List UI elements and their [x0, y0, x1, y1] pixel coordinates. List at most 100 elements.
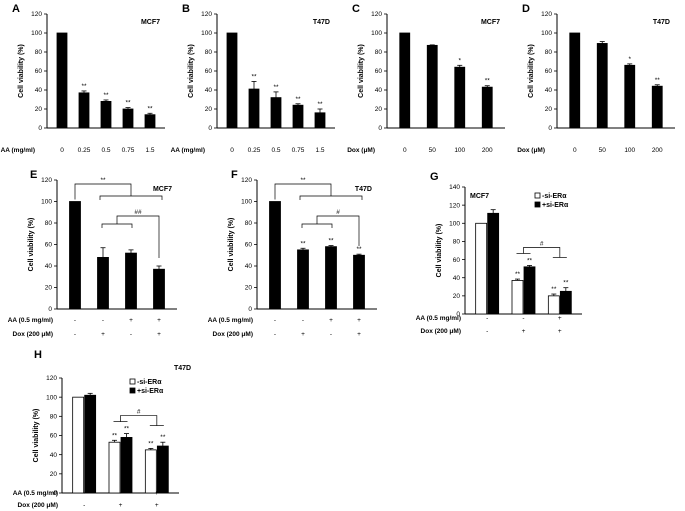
treatment-mark: -: [330, 331, 332, 338]
significance-label: **: [251, 73, 257, 80]
y-tick-label: 20: [245, 285, 253, 292]
treatment-mark: +: [155, 490, 159, 497]
panel-letter: C: [352, 3, 360, 15]
y-tick-label: 40: [45, 263, 53, 270]
y-tick-label: 100: [449, 220, 460, 227]
significance-label: **: [655, 77, 661, 84]
bar: [292, 104, 304, 129]
bar: [69, 201, 81, 310]
treatment-mark: +: [522, 328, 526, 335]
bar: [108, 441, 121, 494]
panel-title: MCF7: [470, 193, 489, 200]
treatment-mark: +: [329, 317, 333, 324]
x-tick-label: 0.75: [122, 147, 135, 154]
treatment-mark: -: [74, 331, 76, 338]
x-tick-label: 0.5: [101, 147, 110, 154]
x-tick-label: 0.5: [271, 147, 280, 154]
bar: [569, 32, 581, 129]
bar: [120, 437, 133, 494]
bracket-line: [301, 223, 333, 228]
legend-swatch: [129, 387, 136, 394]
treatment-mark: -: [102, 317, 104, 324]
y-tick-label: 80: [545, 49, 553, 56]
panel-letter: D: [522, 3, 530, 15]
treatment-mark: -: [486, 315, 488, 322]
bar: [122, 108, 134, 129]
y-tick-label: 80: [375, 49, 383, 56]
y-tick-label: 60: [205, 68, 213, 75]
treatment-mark: -: [83, 502, 85, 509]
panel-f: F T47D 0 20 40 60 80 100 120 Cell viability (%) **…: [208, 169, 377, 338]
y-tick-label: 120: [241, 177, 252, 184]
treatment-mark: -: [274, 317, 276, 324]
y-tick-label: 40: [205, 87, 213, 94]
x-tick-label: 100: [624, 147, 635, 154]
y-axis-label: Cell viability (%): [358, 44, 365, 98]
panel-title: T47D: [174, 365, 191, 372]
y-tick-label: 80: [45, 220, 53, 227]
y-axis-label: Cell viability (%): [188, 44, 195, 98]
treatment-row-label: AA (0.5 mg/ml): [208, 317, 253, 324]
bar: [297, 249, 309, 310]
bar: [156, 445, 169, 494]
treatment-mark: +: [129, 317, 133, 324]
significance-label: *: [458, 57, 461, 64]
y-axis-label: Cell viability (%): [228, 218, 235, 272]
treatment-row-label: Dox (200 μM): [13, 331, 53, 338]
y-tick-label: 60: [245, 242, 253, 249]
bracket-line: [316, 215, 360, 247]
bar: [144, 114, 156, 129]
significance-label: **: [147, 105, 153, 112]
bar: [325, 246, 337, 310]
x-tick-label: 1.5: [145, 147, 154, 154]
panel-e: E MCF7 0 20 40 60 80 100 120 Cell viability (%) AA…: [8, 169, 177, 338]
significance-label: *: [628, 56, 631, 63]
significance-label: **: [81, 83, 87, 90]
y-tick-label: 40: [245, 263, 253, 270]
significance-label: **: [515, 271, 521, 278]
significance-label: **: [112, 432, 118, 439]
x-tick-label: 0: [60, 147, 64, 154]
panel-title: T47D: [313, 19, 330, 26]
bar: [475, 222, 488, 315]
significance-label: **: [295, 96, 301, 103]
bracket-line: [120, 415, 158, 426]
y-axis-label: Cell viability (%): [436, 224, 443, 278]
y-tick-label: 0: [38, 125, 42, 132]
y-tick-label: 40: [50, 452, 58, 459]
significance-label: **: [103, 92, 109, 99]
bar: [153, 268, 165, 310]
treatment-mark: -: [274, 331, 276, 338]
x-axis-label: Dox (μM): [517, 147, 545, 154]
bar: [56, 32, 68, 129]
significance-label: **: [527, 257, 533, 264]
y-tick-label: 0: [456, 311, 460, 318]
y-tick-label: 40: [453, 275, 461, 282]
bracket-label: ##: [134, 209, 142, 216]
bar: [144, 449, 157, 494]
y-tick-label: 120: [541, 11, 552, 18]
bar: [651, 85, 663, 129]
bar: [511, 280, 524, 315]
legend-swatch: [534, 192, 541, 199]
x-tick-label: 1.5: [315, 147, 324, 154]
significance-label: **: [356, 246, 362, 253]
treatment-mark: +: [157, 331, 161, 338]
y-tick-label: 20: [35, 106, 43, 113]
panel-h: H T47D 0 20 40 60 80 100 120 Cell viability (%) **…: [13, 349, 191, 509]
significance-label: **: [551, 286, 557, 293]
treatment-mark: +: [301, 331, 305, 338]
bar: [270, 97, 282, 129]
panel-title: MCF7: [153, 186, 172, 193]
y-tick-label: 120: [31, 11, 42, 18]
panel-b: B T47D 0 20 40 60 80 100 120 Cell viability (%) **…: [171, 3, 335, 154]
bar: [487, 212, 500, 315]
y-tick-label: 0: [548, 125, 552, 132]
treatment-row-label: AA (0.5 mg/ml): [8, 317, 53, 324]
y-tick-label: 80: [245, 220, 253, 227]
y-tick-label: 80: [205, 49, 213, 56]
y-tick-label: 120: [46, 375, 57, 382]
treatment-mark: +: [157, 317, 161, 324]
y-tick-label: 100: [46, 394, 57, 401]
